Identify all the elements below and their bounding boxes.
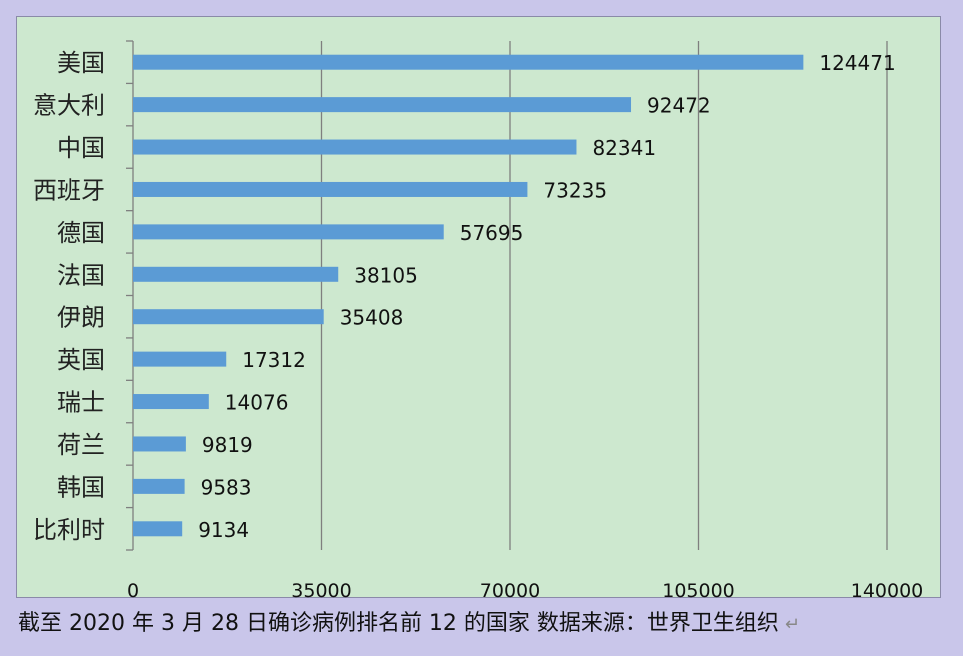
bar-8: [133, 394, 209, 410]
x-tick-label-70000: 70000: [480, 580, 540, 599]
category-label-11: 比利时: [33, 516, 105, 544]
bar-7: [133, 351, 227, 367]
bar-3: [133, 181, 528, 197]
bar-5: [133, 266, 339, 282]
caption-text: 截至 2020 年 3 月 28 日确诊病例排名前 12 的国家 数据来源：世界…: [18, 611, 779, 636]
bar-1: [133, 97, 632, 113]
return-icon: ↵: [784, 614, 801, 635]
x-tick-label-35000: 35000: [291, 580, 351, 599]
value-label-4: 57695: [460, 221, 524, 245]
bar-chart: 0 35000 70000 105000 140000 美国 124471 意大利 92472 中…: [33, 40, 924, 599]
category-label-0: 美国: [57, 49, 105, 77]
value-label-2: 82341: [592, 136, 656, 160]
value-label-8: 14076: [225, 391, 289, 415]
value-label-9: 9819: [202, 433, 253, 457]
category-label-1: 意大利: [33, 92, 105, 120]
bar-9: [133, 436, 186, 452]
value-label-10: 9583: [201, 475, 252, 499]
chart-caption: 截至 2020 年 3 月 28 日确诊病例排名前 12 的国家 数据来源：世界…: [18, 604, 948, 644]
bar-11: [133, 521, 183, 537]
value-label-3: 73235: [543, 178, 607, 202]
bar-4: [133, 224, 444, 240]
category-label-6: 伊朗: [57, 304, 105, 332]
x-tick-label-140000: 140000: [851, 580, 924, 599]
value-label-5: 38105: [354, 263, 418, 287]
chart-frame: 0 35000 70000 105000 140000 美国 124471 意大利 92472 中…: [16, 16, 941, 599]
bar-0: [133, 54, 804, 70]
category-label-3: 西班牙: [33, 176, 105, 204]
bar-6: [133, 309, 324, 325]
value-label-1: 92472: [647, 94, 711, 118]
bar-2: [133, 139, 577, 155]
value-label-7: 17312: [242, 348, 306, 372]
value-label-6: 35408: [340, 306, 404, 330]
category-label-7: 英国: [57, 346, 105, 374]
value-label-0: 124471: [819, 51, 895, 75]
bar-10: [133, 478, 185, 494]
value-label-11: 9134: [198, 518, 249, 542]
category-label-4: 德国: [57, 219, 105, 247]
category-label-2: 中国: [57, 134, 105, 162]
x-tick-label-105000: 105000: [662, 580, 735, 599]
category-label-9: 荷兰: [57, 431, 105, 459]
x-tick-label-0: 0: [127, 580, 139, 599]
category-label-8: 瑞士: [57, 389, 105, 417]
category-label-5: 法国: [57, 261, 105, 289]
category-label-10: 韩国: [57, 473, 105, 501]
